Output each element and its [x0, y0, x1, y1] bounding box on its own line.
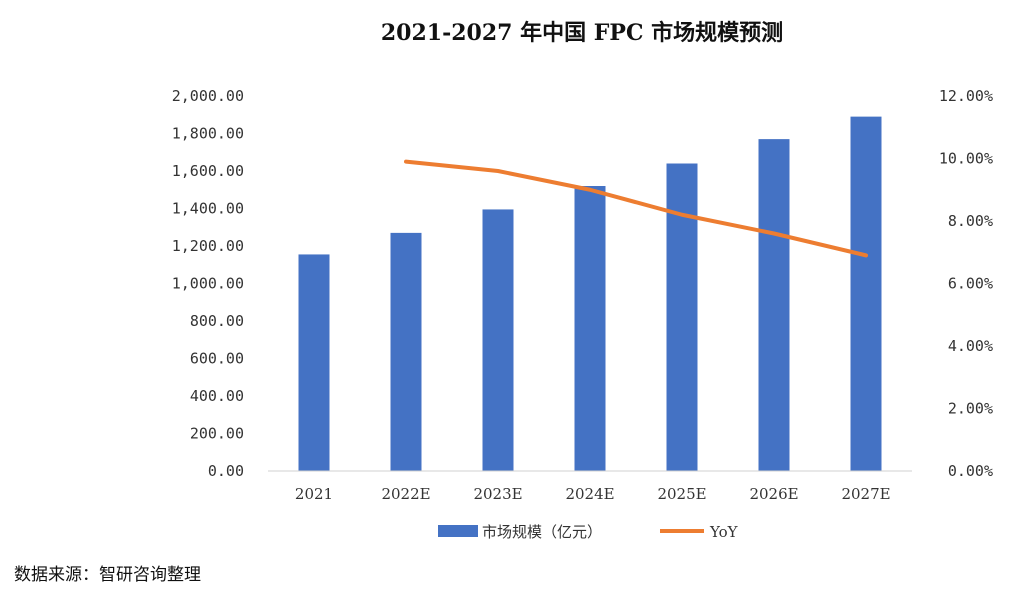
left-tick-label: 800.00 [190, 312, 244, 330]
right-tick-label: 8.00% [948, 212, 993, 230]
x-tick-label: 2024E [565, 485, 614, 503]
left-tick-label: 200.00 [190, 425, 244, 443]
x-axis: 2021 2022E 2023E 2024E 2025E 2026E 2027E [295, 485, 891, 503]
right-tick-label: 12.00% [939, 87, 993, 105]
left-tick-label: 1,400.00 [172, 200, 244, 218]
left-tick-label: 0.00 [208, 462, 244, 480]
right-tick-label: 10.00% [939, 150, 993, 168]
left-tick-label: 1,800.00 [172, 125, 244, 143]
legend-bar-label: 市场规模（亿元） [482, 523, 602, 541]
bar [298, 254, 330, 471]
line-layer [404, 159, 868, 258]
left-tick-label: 1,600.00 [172, 162, 244, 180]
left-tick-label: 2,000.00 [172, 87, 244, 105]
yoy-line [404, 159, 868, 258]
right-tick-label: 2.00% [948, 400, 993, 418]
chart-title: 2021-2027 年中国 FPC 市场规模预测 [381, 20, 783, 46]
left-axis: 0.00 200.00 400.00 600.00 800.00 1,000.00 1,20… [172, 87, 244, 480]
legend: 市场规模（亿元） YoY [438, 523, 739, 541]
bar [482, 209, 514, 471]
right-tick-label: 6.00% [948, 275, 993, 293]
x-tick-label: 2025E [657, 485, 706, 503]
x-tick-label: 2026E [749, 485, 798, 503]
source-note: 数据来源：智研咨询整理 [14, 565, 201, 585]
left-tick-label: 400.00 [190, 387, 244, 405]
right-tick-label: 4.00% [948, 337, 993, 355]
left-tick-label: 1,000.00 [172, 275, 244, 293]
right-tick-label: 0.00% [948, 462, 993, 480]
x-tick-label: 2027E [841, 485, 890, 503]
bar [574, 186, 606, 471]
bar [758, 139, 790, 471]
bars-layer [298, 116, 882, 471]
legend-line-label: YoY [709, 523, 739, 541]
bar [390, 232, 422, 471]
bar [850, 116, 882, 471]
x-tick-label: 2022E [381, 485, 430, 503]
x-tick-label: 2021 [295, 485, 333, 503]
x-tick-label: 2023E [473, 485, 522, 503]
right-axis: 0.00% 2.00% 4.00% 6.00% 8.00% 10.00% 12.00% [939, 87, 993, 480]
legend-bar-swatch [438, 525, 478, 537]
bar [666, 163, 698, 471]
left-tick-label: 600.00 [190, 350, 244, 368]
left-tick-label: 1,200.00 [172, 237, 244, 255]
